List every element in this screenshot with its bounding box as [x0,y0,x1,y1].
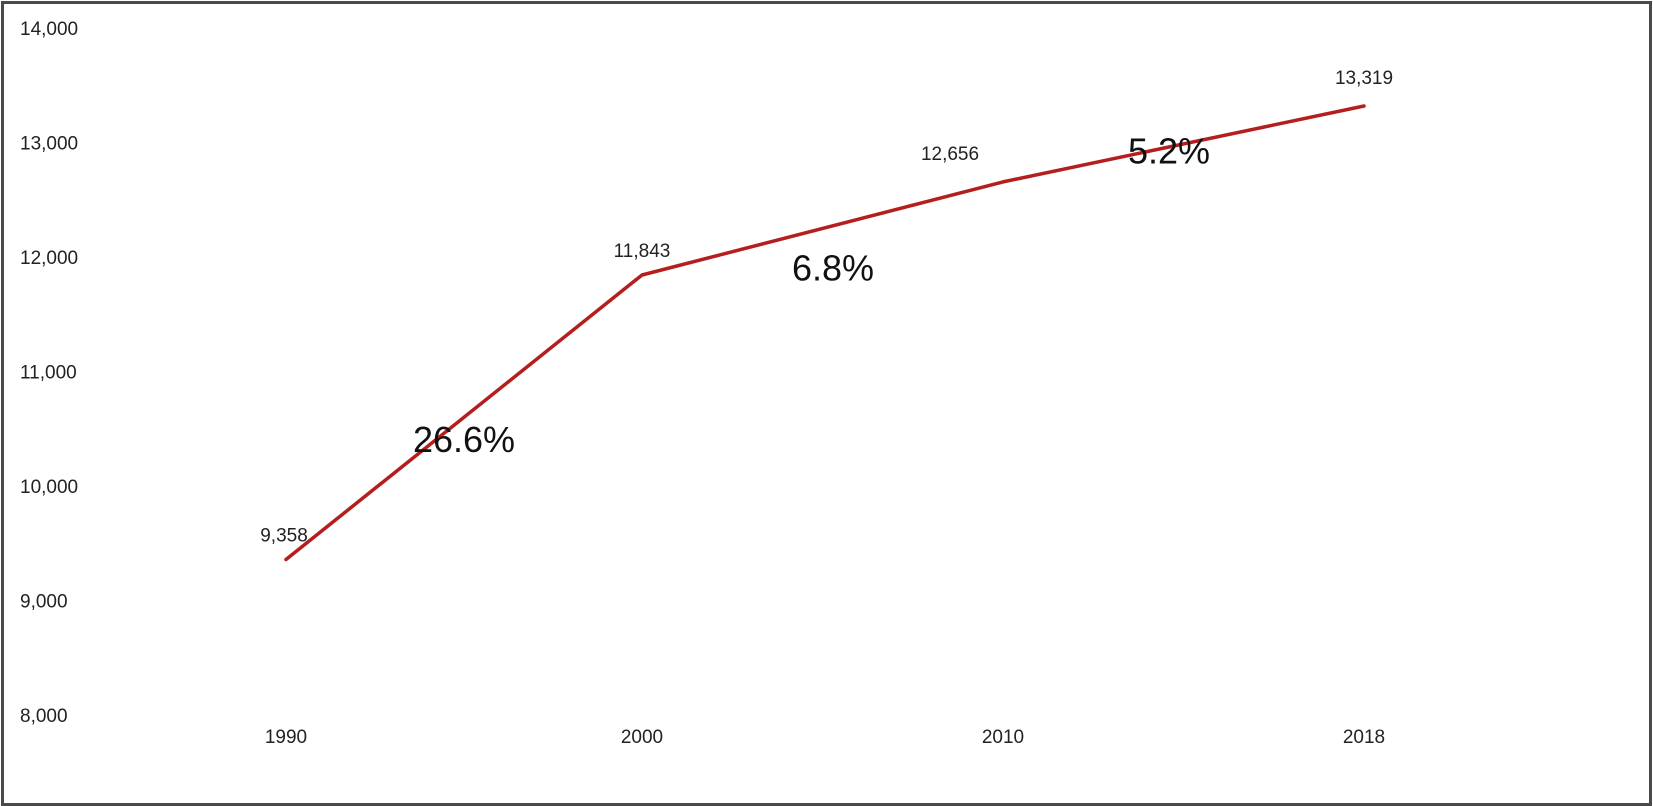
growth-annotation: 5.2% [1128,131,1210,172]
y-tick-label: 11,000 [20,363,77,384]
data-label: 11,843 [614,241,671,262]
x-tick-label: 2018 [1343,727,1385,748]
series-layer [284,104,1366,562]
y-tick-label: 10,000 [20,477,78,498]
x-tick-label: 2010 [982,727,1024,748]
x-axis-ticks: 1990 2000 2010 2018 [265,727,1385,748]
x-tick-label: 1990 [265,727,307,748]
data-label: 13,319 [1335,68,1393,89]
y-tick-label: 8,000 [20,706,68,727]
y-axis-ticks: 14,000 13,000 12,000 11,000 10,000 9,000 8,000 [20,19,78,727]
series-line [284,104,1366,562]
data-label: 12,656 [921,144,979,165]
y-tick-label: 13,000 [20,134,78,155]
growth-annotations: 26.6% 6.8% 5.2% [413,131,1210,461]
y-tick-label: 9,000 [20,592,68,613]
data-labels: 9,358 11,843 12,656 13,319 [260,68,1393,547]
y-tick-label: 12,000 [20,248,78,269]
data-label: 9,358 [260,526,308,547]
y-tick-label: 14,000 [20,19,78,40]
x-tick-label: 2000 [621,727,663,748]
growth-annotation: 6.8% [792,247,874,288]
growth-annotation: 26.6% [413,419,515,460]
